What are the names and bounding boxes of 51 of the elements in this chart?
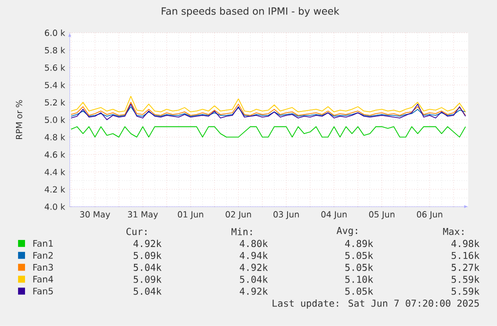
text: Min: bbox=[232, 228, 252, 236]
legend-label: Fan2 bbox=[33, 252, 53, 259]
text: 4.94k bbox=[240, 252, 268, 260]
y-tick-label: 5.8 k bbox=[44, 46, 66, 54]
text: Max: bbox=[443, 228, 464, 236]
y-tick-label: 4.0 k bbox=[44, 203, 66, 210]
x-tick-label: 31 May bbox=[128, 211, 158, 220]
legend-label: Fan4 bbox=[33, 276, 54, 283]
x-tick-label: 03 Jun bbox=[274, 211, 299, 220]
x-tick-label: 30 May bbox=[80, 211, 110, 220]
y-tick-label: 4.8 k bbox=[44, 134, 66, 140]
x-tick-label: 06 Jun bbox=[416, 211, 442, 220]
text: 5.05k bbox=[345, 252, 374, 260]
x-tick-label: 05 Jun bbox=[369, 211, 394, 220]
text: 5.04k bbox=[134, 264, 162, 272]
y-tick-label: 4.4 k bbox=[44, 168, 66, 176]
text: 4.80k bbox=[240, 240, 268, 248]
y-tick-label: 5.6 k bbox=[44, 64, 66, 71]
text: 4.92k bbox=[240, 264, 268, 272]
chart-title: Fan speeds based on IPMI - by week bbox=[162, 7, 340, 17]
text: 5.09k bbox=[134, 252, 162, 260]
y-tick-label: 6.0 k bbox=[44, 30, 66, 36]
y-tick-label: 5.4 k bbox=[44, 82, 66, 88]
y-tick-label: 5.2 k bbox=[44, 99, 66, 106]
text: 4.89k bbox=[345, 240, 374, 248]
text: 5.04k bbox=[134, 288, 162, 295]
y-tick-label: 4.2 k bbox=[44, 186, 66, 193]
text: 5.59k bbox=[452, 288, 480, 295]
legend-label: Fan5 bbox=[33, 288, 53, 294]
text: 5.09k bbox=[134, 276, 162, 283]
legend-label: Fan3 bbox=[33, 264, 53, 271]
text: 4.92k bbox=[240, 288, 268, 295]
y-axis-title: RPM or % bbox=[16, 100, 22, 140]
text: 4.92k bbox=[133, 240, 162, 248]
y-tick-label: 4.6 k bbox=[44, 151, 66, 158]
y-tick-label: 5.0 k bbox=[44, 116, 66, 124]
text: 5.27k bbox=[452, 264, 480, 272]
x-tick-label: 01 Jun bbox=[178, 211, 204, 220]
text: Avg: bbox=[336, 227, 358, 236]
x-tick-label: 02 Jun bbox=[226, 211, 251, 220]
text: 5.59k bbox=[452, 276, 480, 283]
text: Cur: bbox=[126, 228, 146, 236]
text: 5.10k bbox=[345, 276, 374, 283]
text: 5.05k bbox=[345, 264, 374, 272]
legend-label: Fan1 bbox=[33, 240, 53, 247]
text: 5.05k bbox=[345, 288, 374, 295]
text: 5.04k bbox=[240, 276, 268, 283]
text: 5.16k bbox=[452, 252, 480, 260]
x-tick-label: 04 Jun bbox=[321, 211, 347, 220]
text: 4.98k bbox=[451, 240, 480, 248]
text: Last update: Sat Jun 7 07:20:00 2025 bbox=[272, 299, 479, 309]
